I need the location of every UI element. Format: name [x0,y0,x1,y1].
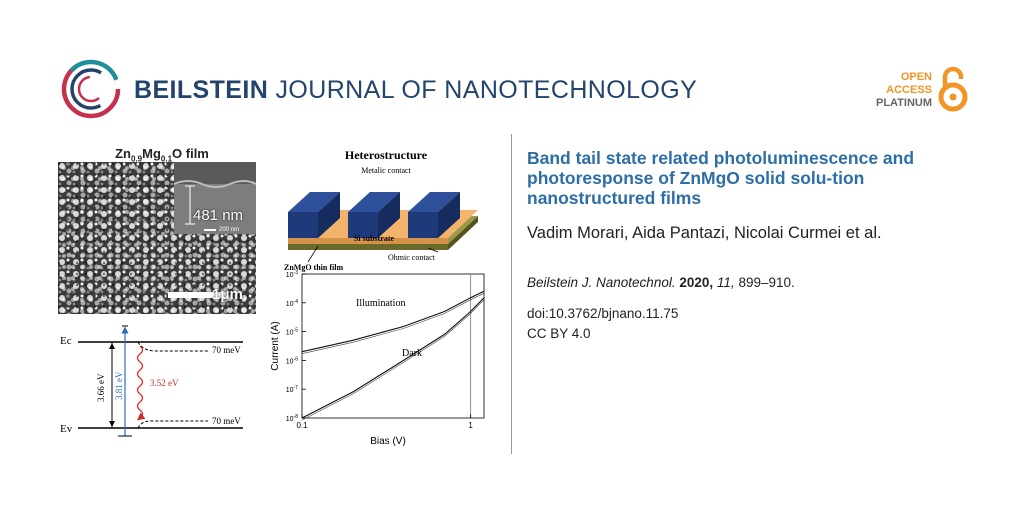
y-tick-label: 10-8 [286,414,298,423]
ev-label: Ev [60,423,73,435]
gap-label: 3.66 eV [96,373,106,402]
inset-scale-label: 200 nm [219,227,240,233]
series-return-illumination [301,293,485,354]
sem-scale-label: 1μm [212,286,243,303]
y-tick-label: 10-5 [286,328,298,337]
sem-micrograph [58,162,256,314]
x-axis-label: Bias (V) [370,436,406,446]
x-tick-label: 0.1 [296,421,308,430]
metal-contact-label: Metalic contact [361,166,411,175]
iv-chart: 10-8 10-7 10-6 10-5 10-4 10-3 0.1 1 Illuminatio… [270,270,485,446]
heterostructure-schematic: Heterostructure Metalic contact Si subst… [284,148,478,272]
series-line-illumination [301,290,485,353]
dark-label: Dark [402,348,422,359]
doi-link[interactable]: doi:10.3762/bjnano.11.75 [527,306,679,321]
citation: Beilstein J. Nanotechnol. 2020, 11, 899–… [527,275,795,290]
film-thickness-label: 481 nm [193,207,244,224]
ec-label: Ec [60,335,72,347]
si-substrate-label: Si substrate [354,234,395,243]
illumination-label: Illumination [356,298,405,309]
x-tick-label: 1 [468,421,473,430]
y-tick-label: 10-4 [286,299,298,308]
article-title[interactable]: Band tail state related photoluminescenc… [527,148,915,208]
journal-logo-icon [61,59,121,119]
hetero-title: Heterostructure [345,148,428,162]
excitation-label: 3.81 eV [114,371,124,400]
band-diagram: Ec Ev 3.66 eV 3.81 eV 3.52 eV 70 meV 70 … [60,325,243,437]
open-lock-icon [938,66,968,112]
article-authors: Vadim Morari, Aida Pantazi, Nicolai Curm… [527,224,882,242]
y-tick-label: 10-6 [286,356,298,365]
license: CC BY 4.0 [527,326,591,341]
y-tick-label: 10-3 [286,270,298,279]
y-axis-label: Current (A) [270,321,281,370]
journal-name: BEILSTEIN JOURNAL OF NANOTECHNOLOGY [134,76,698,104]
film-label: ZnMgO thin film [284,263,343,272]
series-line-dark [301,297,485,419]
tail-bottom-label: 70 meV [212,416,241,426]
y-tick-label: 10-7 [286,385,298,394]
tail-top-label: 70 meV [212,345,241,355]
ohmic-contact-label: Ohmic contact [388,253,436,262]
plot-frame [301,273,485,419]
open-access-label: OPEN ACCESS PLATINUM [875,71,932,109]
vertical-divider [511,134,512,454]
series-return-dark [301,299,485,421]
sem-title: Zn0.9Mg0.1O film [115,146,209,164]
emission-label: 3.52 eV [150,378,179,388]
